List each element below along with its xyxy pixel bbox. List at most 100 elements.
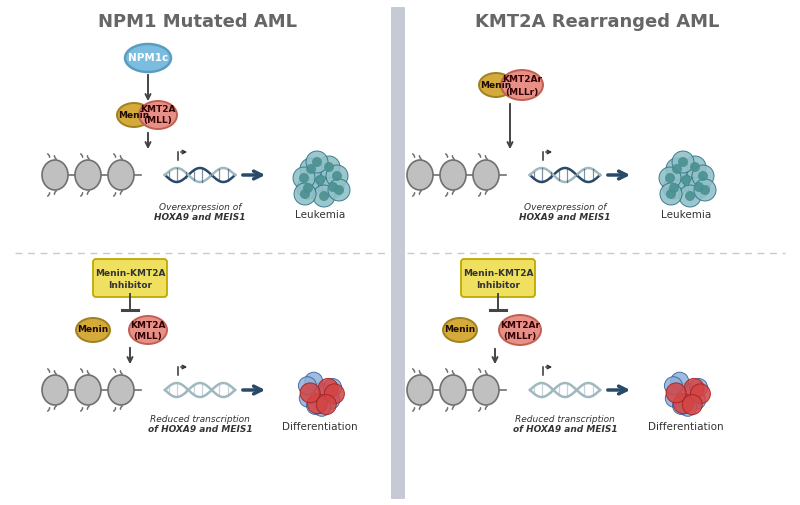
Circle shape xyxy=(698,171,708,181)
Circle shape xyxy=(306,396,325,415)
Circle shape xyxy=(315,175,325,185)
Text: Menin: Menin xyxy=(78,326,109,334)
Text: of HOXA9 and MEIS1: of HOXA9 and MEIS1 xyxy=(513,426,618,434)
Ellipse shape xyxy=(117,103,151,127)
Text: KMT2A: KMT2A xyxy=(140,106,176,115)
Circle shape xyxy=(309,169,331,191)
Text: of HOXA9 and MEIS1: of HOXA9 and MEIS1 xyxy=(148,426,252,434)
Circle shape xyxy=(669,183,679,193)
Circle shape xyxy=(674,394,694,414)
Ellipse shape xyxy=(75,375,101,405)
Circle shape xyxy=(678,398,697,416)
Circle shape xyxy=(660,183,682,205)
Circle shape xyxy=(659,167,681,189)
Circle shape xyxy=(300,158,322,180)
Circle shape xyxy=(311,383,329,401)
Circle shape xyxy=(681,175,691,185)
Ellipse shape xyxy=(125,44,171,72)
Circle shape xyxy=(666,389,683,408)
Circle shape xyxy=(313,398,331,416)
Ellipse shape xyxy=(473,160,499,190)
Circle shape xyxy=(688,391,706,409)
Ellipse shape xyxy=(75,160,101,190)
Text: (MLL): (MLL) xyxy=(144,117,172,126)
Text: Menin: Menin xyxy=(118,111,150,120)
Text: Reduced transcription: Reduced transcription xyxy=(515,416,615,425)
Circle shape xyxy=(322,391,340,409)
Ellipse shape xyxy=(443,318,477,342)
Circle shape xyxy=(670,372,689,390)
Circle shape xyxy=(673,396,690,415)
Ellipse shape xyxy=(108,375,134,405)
Circle shape xyxy=(307,394,327,414)
Circle shape xyxy=(692,165,714,187)
Text: Leukemia: Leukemia xyxy=(295,210,345,220)
Text: Differentiation: Differentiation xyxy=(648,422,724,432)
Circle shape xyxy=(293,167,315,189)
Circle shape xyxy=(298,377,316,395)
Text: HOXA9 and MEIS1: HOXA9 and MEIS1 xyxy=(519,213,610,222)
Circle shape xyxy=(684,378,704,398)
Text: Menin-KMT2A: Menin-KMT2A xyxy=(462,270,534,278)
Circle shape xyxy=(672,164,682,174)
Circle shape xyxy=(334,185,344,195)
Ellipse shape xyxy=(42,375,68,405)
Text: Menin: Menin xyxy=(480,80,512,89)
Text: (MLL): (MLL) xyxy=(134,332,162,341)
Ellipse shape xyxy=(108,160,134,190)
Circle shape xyxy=(325,384,344,404)
Ellipse shape xyxy=(139,101,177,129)
Circle shape xyxy=(663,177,685,199)
Ellipse shape xyxy=(76,318,110,342)
Circle shape xyxy=(306,164,316,174)
Ellipse shape xyxy=(129,316,167,344)
Circle shape xyxy=(666,158,688,180)
Circle shape xyxy=(328,182,338,192)
Circle shape xyxy=(694,179,716,201)
Circle shape xyxy=(679,185,701,207)
FancyBboxPatch shape xyxy=(391,7,405,499)
Text: KMT2Ar: KMT2Ar xyxy=(502,76,542,84)
Circle shape xyxy=(324,162,334,172)
Circle shape xyxy=(677,383,695,401)
Circle shape xyxy=(305,372,322,390)
Circle shape xyxy=(684,156,706,178)
Circle shape xyxy=(300,189,310,199)
Circle shape xyxy=(666,189,676,199)
Ellipse shape xyxy=(42,160,68,190)
Circle shape xyxy=(682,394,702,415)
Circle shape xyxy=(672,151,694,173)
Circle shape xyxy=(675,169,697,191)
Circle shape xyxy=(665,173,675,183)
Ellipse shape xyxy=(473,375,499,405)
Text: KMT2A: KMT2A xyxy=(130,321,166,329)
Circle shape xyxy=(318,378,338,398)
Circle shape xyxy=(318,156,340,178)
Text: NPM1 Mutated AML: NPM1 Mutated AML xyxy=(98,13,297,31)
Text: Reduced transcription: Reduced transcription xyxy=(150,416,250,425)
FancyBboxPatch shape xyxy=(93,259,167,297)
Text: (MLLr): (MLLr) xyxy=(506,87,538,96)
Text: NPM1c: NPM1c xyxy=(128,53,168,63)
Circle shape xyxy=(306,151,328,173)
Circle shape xyxy=(694,182,704,192)
Text: (MLLr): (MLLr) xyxy=(503,332,537,341)
Circle shape xyxy=(312,157,322,167)
Circle shape xyxy=(326,165,348,187)
Ellipse shape xyxy=(479,73,513,97)
Text: Menin: Menin xyxy=(444,326,476,334)
Circle shape xyxy=(299,389,318,408)
Circle shape xyxy=(299,173,309,183)
Ellipse shape xyxy=(501,70,543,100)
Text: Overexpression of: Overexpression of xyxy=(159,203,241,212)
Circle shape xyxy=(300,383,320,403)
Circle shape xyxy=(322,176,344,198)
Circle shape xyxy=(328,179,350,201)
Circle shape xyxy=(690,162,700,172)
FancyBboxPatch shape xyxy=(461,259,535,297)
Circle shape xyxy=(678,157,688,167)
Text: HOXA9 and MEIS1: HOXA9 and MEIS1 xyxy=(154,213,246,222)
Text: Inhibitor: Inhibitor xyxy=(476,281,520,290)
Circle shape xyxy=(700,185,710,195)
Circle shape xyxy=(297,177,319,199)
